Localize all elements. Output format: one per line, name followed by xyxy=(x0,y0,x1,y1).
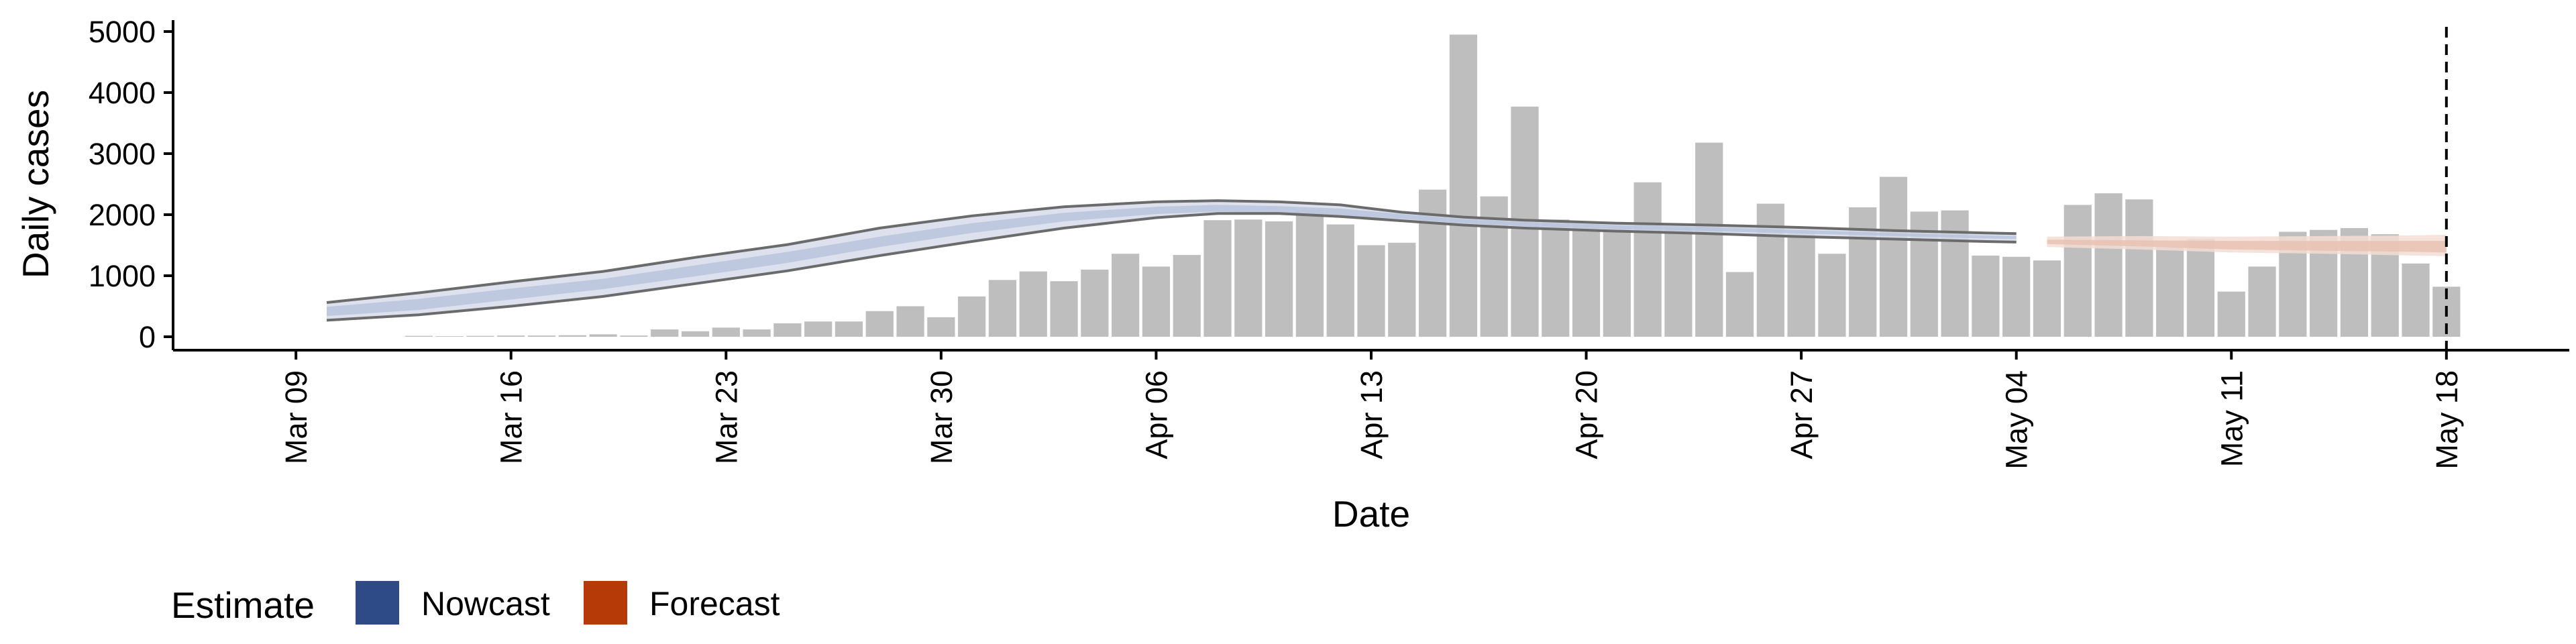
bar xyxy=(773,323,802,337)
y-tick-label: 1000 xyxy=(89,259,156,293)
bar xyxy=(1234,219,1263,337)
bar xyxy=(1756,203,1784,337)
bar xyxy=(2063,205,2092,337)
y-tick-label: 4000 xyxy=(89,76,156,110)
x-tick-label: May 11 xyxy=(2214,370,2249,467)
bar xyxy=(1050,281,1078,337)
forecast-inner-ribbon xyxy=(2047,239,2447,253)
bar xyxy=(1818,254,1846,337)
bar xyxy=(1449,34,1477,337)
bar xyxy=(1787,233,1815,337)
bar xyxy=(1295,209,1324,337)
legend-label: Nowcast xyxy=(421,585,550,623)
bar xyxy=(1112,254,1140,337)
bar xyxy=(835,321,863,337)
bar xyxy=(558,335,586,337)
bar xyxy=(589,334,617,337)
bar xyxy=(743,329,771,337)
bar xyxy=(2186,239,2215,337)
ribbons-layer xyxy=(326,199,2447,322)
x-tick-label: Mar 16 xyxy=(494,370,529,464)
y-tick-label: 2000 xyxy=(89,198,156,232)
bar xyxy=(2156,246,2184,337)
bar xyxy=(1142,266,1171,337)
bar xyxy=(1173,255,1201,337)
bar xyxy=(466,335,494,337)
bar xyxy=(804,321,833,337)
nowcast-upper-line xyxy=(326,199,2017,304)
bar xyxy=(1203,220,1232,337)
bar xyxy=(1418,189,1447,337)
x-tick-label: Apr 20 xyxy=(1570,370,1604,460)
bar xyxy=(1664,228,1693,337)
bar xyxy=(927,317,955,337)
bar xyxy=(1633,182,1662,337)
bar xyxy=(988,280,1017,337)
y-axis-title: Daily cases xyxy=(15,90,56,278)
x-tick-label: Mar 09 xyxy=(279,370,313,464)
bar xyxy=(435,336,464,337)
bar xyxy=(1603,227,1631,337)
bar xyxy=(1326,224,1354,337)
bar xyxy=(681,331,710,337)
x-tick-label: Apr 13 xyxy=(1354,370,1389,460)
bar xyxy=(2402,263,2430,337)
bar xyxy=(958,296,986,337)
y-tick-label: 0 xyxy=(139,320,156,354)
x-ticks: Mar 09 Mar 16 Mar 23 Mar 30 Apr 06 Apr 13 Apr … xyxy=(279,350,2464,470)
bar xyxy=(1542,219,1570,337)
bar xyxy=(527,335,556,337)
bar xyxy=(1019,271,1047,337)
bar xyxy=(1849,207,1877,337)
bar xyxy=(1879,176,1908,337)
bar xyxy=(1972,255,2000,337)
bar xyxy=(1572,223,1601,337)
nowcast-lower-line xyxy=(326,212,2017,322)
bars-layer xyxy=(405,34,2461,337)
x-tick-label: Apr 06 xyxy=(1139,370,1173,460)
bar xyxy=(405,335,433,337)
bar xyxy=(1357,245,1385,337)
bar xyxy=(620,335,648,337)
y-tick-label: 3000 xyxy=(89,137,156,171)
bar xyxy=(1941,210,1969,337)
bar xyxy=(497,335,525,337)
x-tick-label: Mar 23 xyxy=(709,370,743,464)
bar xyxy=(1695,142,1723,337)
x-tick-label: Mar 30 xyxy=(924,370,959,464)
bar xyxy=(651,329,679,337)
x-axis-title: Date xyxy=(1332,493,1410,535)
bar xyxy=(2094,193,2123,337)
y-ticks: 0 1000 2000 3000 4000 5000 xyxy=(89,15,173,354)
legend-swatch xyxy=(356,581,399,625)
bar xyxy=(2002,256,2031,337)
legend: Estimate Nowcast Forecast xyxy=(171,581,780,626)
bar xyxy=(1081,269,1109,337)
bar xyxy=(896,306,924,337)
x-tick-label: Apr 27 xyxy=(1784,370,1819,460)
bar xyxy=(2033,260,2061,337)
legend-label: Forecast xyxy=(649,585,780,623)
legend-title: Estimate xyxy=(171,584,315,626)
y-tick-label: 5000 xyxy=(89,15,156,49)
bar xyxy=(1388,242,1416,337)
x-tick-label: May 18 xyxy=(2430,370,2464,470)
bar xyxy=(2217,291,2245,337)
bar xyxy=(712,327,740,337)
bar xyxy=(2125,199,2153,337)
x-tick-label: May 04 xyxy=(2000,370,2034,470)
bar xyxy=(1725,272,1754,337)
legend-swatch xyxy=(584,581,627,625)
bar xyxy=(1265,221,1293,337)
bar xyxy=(2248,266,2276,337)
bar xyxy=(865,311,894,337)
